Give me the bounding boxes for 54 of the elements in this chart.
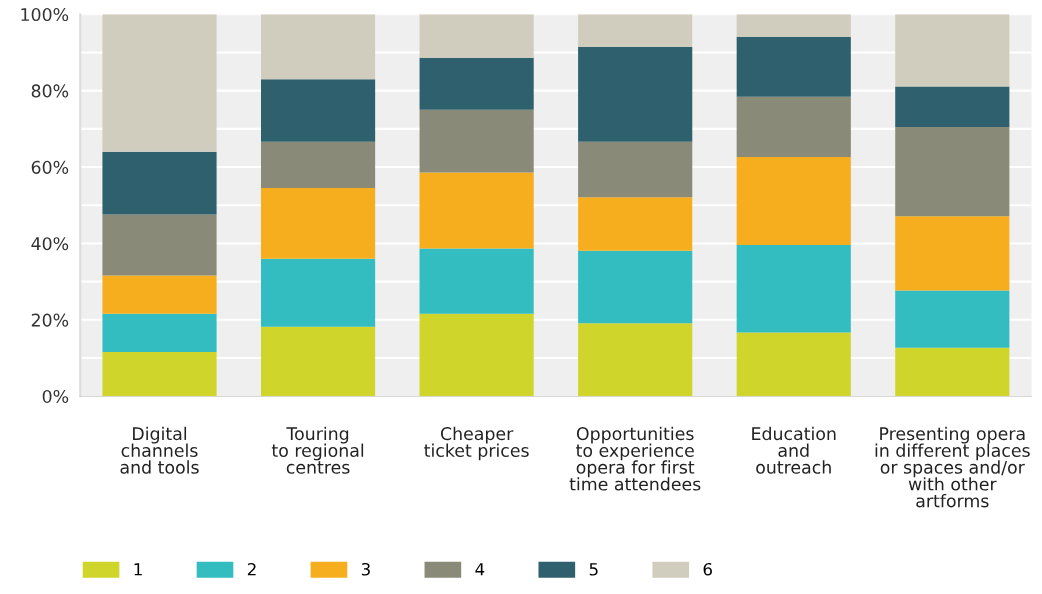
bar <box>102 151 217 215</box>
y-tick-label: 80% <box>31 84 69 98</box>
legend-label: 5 <box>589 563 598 576</box>
legend-label: 1 <box>134 563 142 576</box>
bar <box>419 313 534 397</box>
x-tick-label: Opportunities to experience opera for first time attendees <box>569 426 701 491</box>
x-tick-label: Education and outreach <box>752 426 836 474</box>
bar <box>736 14 851 37</box>
bar <box>260 326 376 397</box>
bar <box>419 57 534 110</box>
bar <box>736 332 851 397</box>
bar <box>102 313 217 352</box>
legend-label: 4 <box>475 563 485 576</box>
bar <box>419 14 534 58</box>
bar <box>419 109 534 173</box>
bar <box>102 351 217 397</box>
legend-label: 2 <box>247 562 256 576</box>
bar <box>736 244 851 333</box>
bar <box>736 157 851 245</box>
bar <box>895 86 1010 127</box>
x-tick-label: Digital channels and tools <box>120 426 199 474</box>
bar <box>895 347 1010 397</box>
bar <box>578 141 693 198</box>
y-tick-label: 20% <box>31 313 69 327</box>
bar <box>895 216 1010 291</box>
y-tick-label: 100% <box>21 7 69 22</box>
bar <box>419 172 534 249</box>
bar <box>736 96 851 158</box>
legend-label: 6 <box>703 562 712 576</box>
bar <box>736 36 851 97</box>
y-tick-label: 40% <box>31 237 69 251</box>
bar <box>578 46 693 142</box>
x-tick-label: Cheaper ticket prices <box>424 426 529 461</box>
bar <box>260 14 376 80</box>
bar <box>102 214 217 276</box>
x-tick-label: Touring to regional centres <box>271 426 364 474</box>
bar <box>895 290 1010 348</box>
bar <box>578 250 693 324</box>
legend-label: 3 <box>361 562 370 576</box>
bar <box>578 197 693 251</box>
y-tick-label: 60% <box>31 160 69 174</box>
bar <box>260 188 376 259</box>
y-tick-label: 0% <box>42 389 69 404</box>
bar <box>260 258 376 327</box>
bar <box>895 126 1010 217</box>
bar <box>102 14 217 152</box>
bar <box>578 323 693 397</box>
bar <box>260 141 376 189</box>
bar <box>895 14 1010 87</box>
x-tick-label: Presenting opera in different places or spaces and/or with other artforms <box>875 426 1030 508</box>
bar <box>102 275 217 314</box>
bar <box>578 14 693 47</box>
bar <box>419 248 534 314</box>
bar <box>260 79 376 142</box>
